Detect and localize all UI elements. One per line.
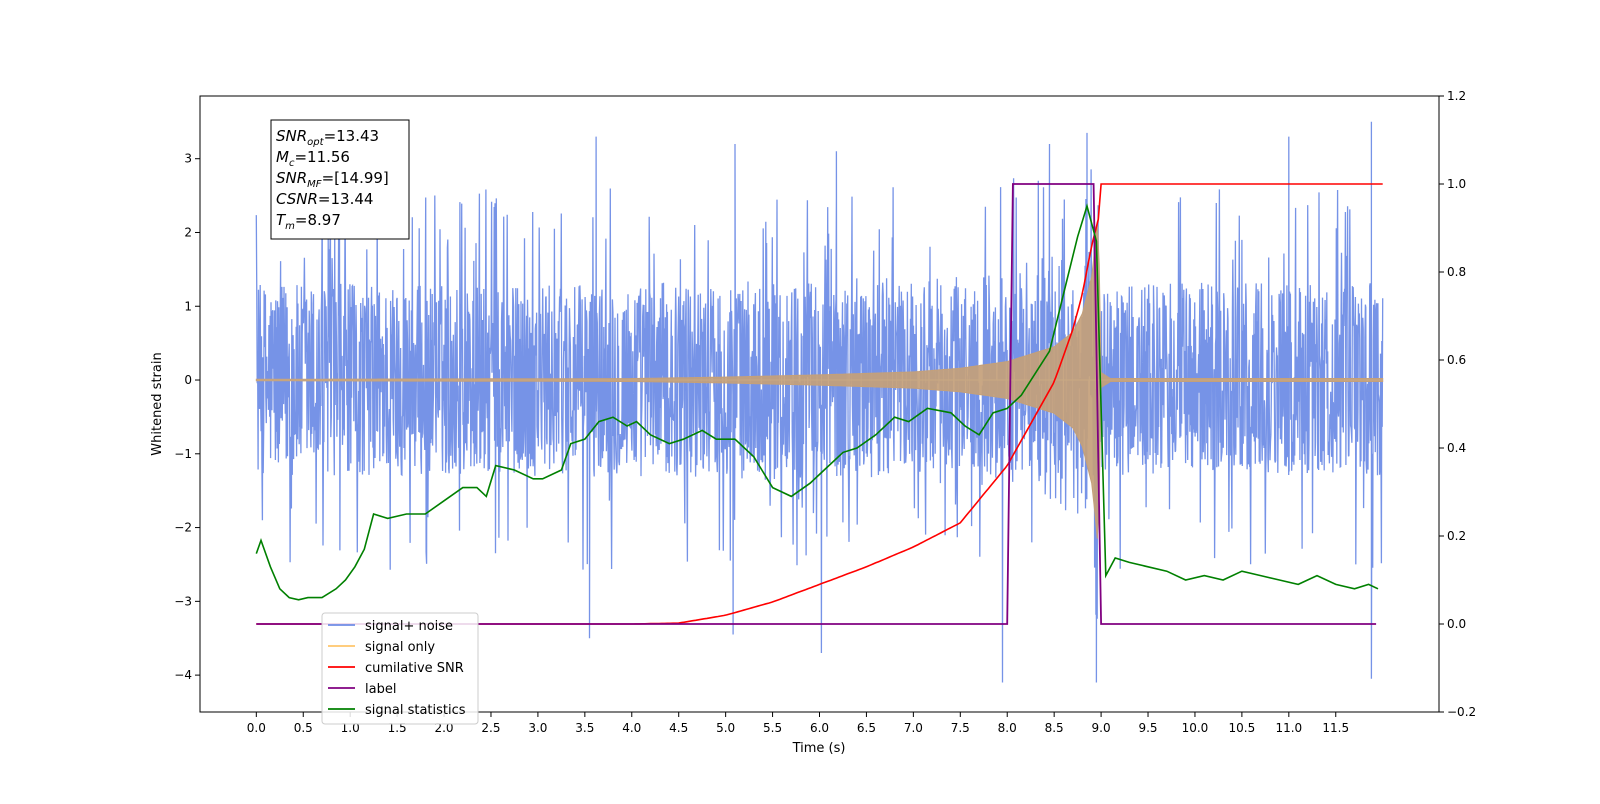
x-tick-label: 6.0 [810,721,829,735]
x-tick-label: 10.0 [1182,721,1209,735]
y-axis-ticks: −4 −3 −2 −1 0 1 2 3 [174,152,200,682]
y2-axis-ticks: −0.2 0.0 0.2 0.4 0.6 0.8 1.0 1.2 [1439,89,1476,719]
y-tick-label: −3 [174,594,192,608]
y-tick-label: 1 [184,299,192,313]
x-tick-label: 4.5 [669,721,688,735]
x-tick-label: 5.0 [716,721,735,735]
annotation-line: SNRopt=13.43 [276,127,379,148]
legend-label: cumilative SNR [365,661,464,676]
x-tick-label: 7.0 [904,721,923,735]
annotation-line: Mc=11.56 [276,148,350,169]
y2-tick-label: −0.2 [1447,705,1476,719]
legend-label: signal only [365,640,435,655]
series-signal-noise-line [255,121,1384,683]
x-tick-label: 9.5 [1138,721,1157,735]
x-tick-label: 8.5 [1045,721,1064,735]
y2-tick-label: 1.0 [1447,177,1466,191]
y-tick-label: 3 [184,152,192,166]
x-tick-label: 0.5 [294,721,313,735]
x-tick-label: 5.5 [763,721,782,735]
annotation-line: SNRMF=[14.99] [276,169,389,190]
x-tick-label: 9.0 [1092,721,1111,735]
y-tick-label: −2 [174,521,192,535]
y2-tick-label: 1.2 [1447,89,1466,103]
x-tick-label: 4.0 [622,721,641,735]
legend-label: label [365,682,396,697]
x-axis-label: Time (s) [792,741,846,756]
y2-tick-label: 0.2 [1447,529,1466,543]
x-tick-label: 8.0 [998,721,1017,735]
annotation-box: SNRopt=13.43Mc=11.56SNRMF=[14.99]CSNR=13… [270,119,410,240]
legend-label: signal+ noise [365,619,453,634]
x-tick-label: 3.0 [528,721,547,735]
x-tick-label: 11.5 [1322,721,1349,735]
y2-tick-label: 0.6 [1447,353,1466,367]
x-tick-label: 0.0 [247,721,266,735]
y-tick-label: 0 [184,373,192,387]
legend-label: signal statistics [365,703,466,718]
y2-tick-label: 0.4 [1447,441,1466,455]
annotation-line: Tm=8.97 [276,211,341,232]
annotation-frame [270,119,410,240]
series-label-line [256,183,1377,625]
y-tick-label: 2 [184,225,192,239]
x-tick-label: 11.0 [1275,721,1302,735]
annotation-line: CSNR=13.44 [276,190,373,208]
y-tick-label: −4 [174,668,192,682]
y2-tick-label: 0.0 [1447,617,1466,631]
x-tick-label: 3.5 [575,721,594,735]
x-tick-label: 2.5 [481,721,500,735]
x-tick-label: 10.5 [1229,721,1256,735]
y-axis-label: Whitened strain [150,352,165,455]
series-signal-statistics-line [255,203,1379,601]
x-tick-label: 7.5 [951,721,970,735]
y2-tick-label: 0.8 [1447,265,1466,279]
y-tick-label: −1 [174,447,192,461]
x-tick-label: 6.5 [857,721,876,735]
series-layer [255,121,1384,683]
legend-frame [321,612,479,725]
